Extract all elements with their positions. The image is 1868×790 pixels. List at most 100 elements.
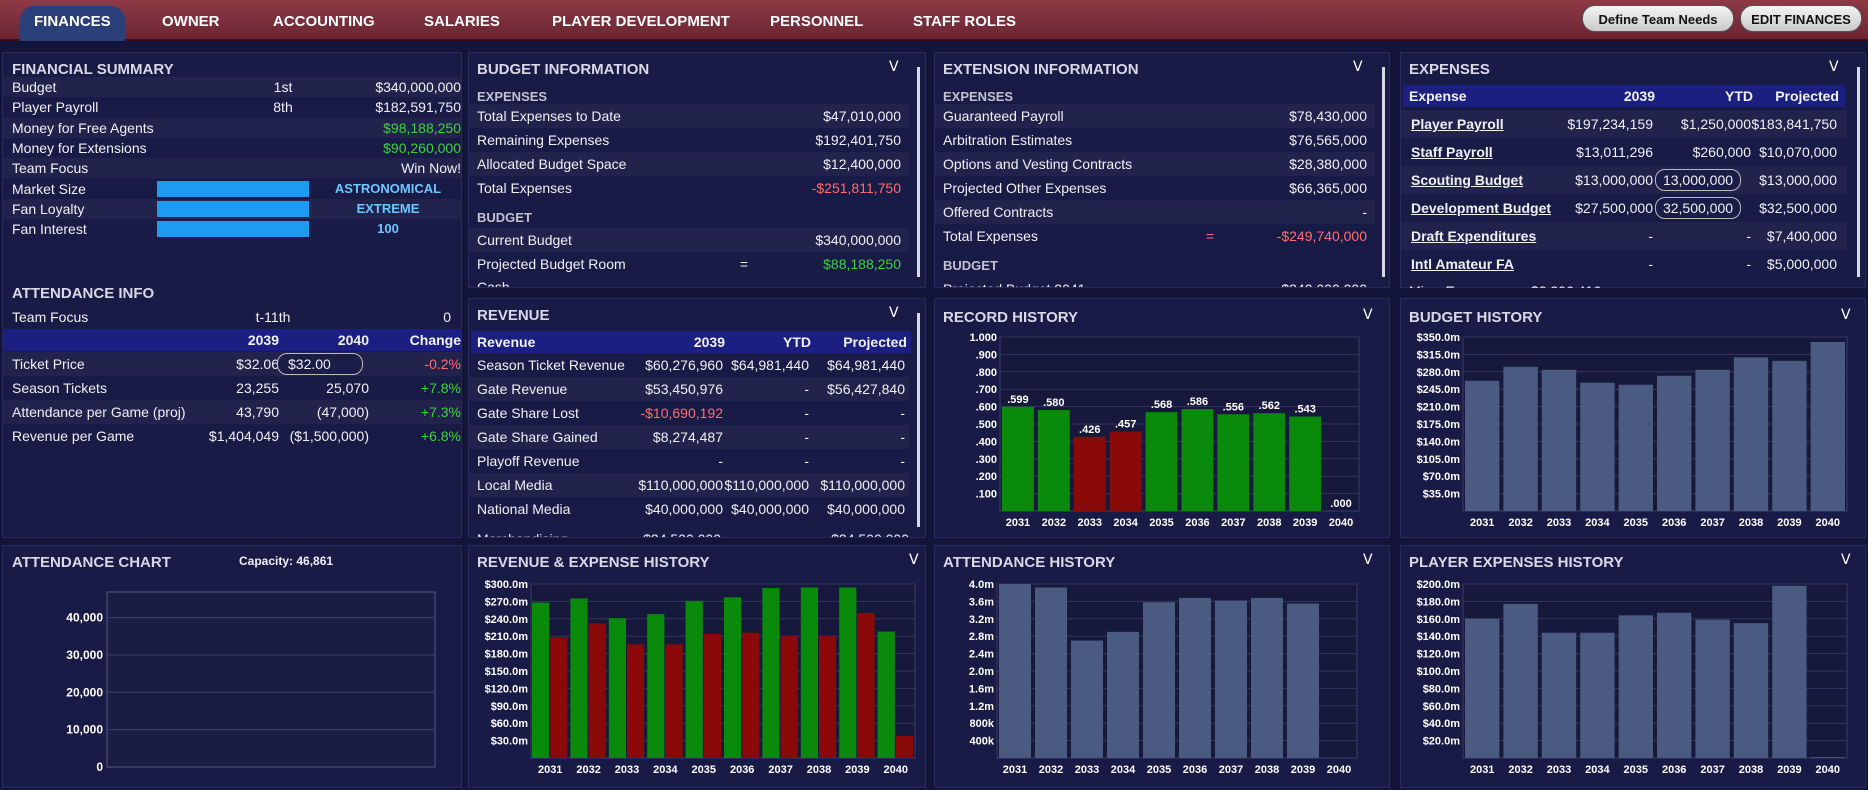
bar [1580,382,1615,511]
revenue-title: REVENUE [477,307,550,324]
tab-accounting[interactable]: ACCOUNTING [273,13,375,30]
x-tick-label: 2040 [1327,764,1351,776]
tab-staff-roles[interactable]: STAFF ROLES [913,13,1017,30]
bar [1695,619,1730,758]
x-tick-label: 2036 [1183,764,1207,776]
y-tick-label: 40,000 [66,611,103,625]
define-team-needs-button[interactable]: Define Team Needs [1582,5,1734,32]
data-label: .556 [1223,401,1244,413]
y-tick-label: $40.0m [1423,718,1461,730]
expense-link[interactable]: Staff Payroll [1411,144,1493,160]
x-tick-label: 2040 [1329,517,1353,529]
bar [1541,369,1577,511]
bar [1618,615,1653,758]
scrollbar[interactable] [917,67,920,277]
x-tick-label: 2031 [1470,764,1494,776]
meter-row: Fan Interest 100 [12,221,399,238]
budget-row: Allocated Budget Space $12,400,000 [469,152,909,176]
meter-bar [157,221,309,238]
revenue-row: National Media $40,000,000 $40,000,000 $40,… [477,501,905,517]
expense-link[interactable]: Player Payroll [1411,116,1504,132]
bar [1179,597,1211,758]
data-label: .426 [1079,424,1100,436]
budget-row: Remaining Expenses $192,401,750 [477,132,901,148]
top-nav-bar: FINANCES OWNER ACCOUNTING SALARIES PLAYE… [0,0,1868,41]
tab-personnel[interactable]: PERSONNEL [770,13,864,30]
meter-bar [157,200,309,217]
financial-summary-panel: FINANCIAL SUMMARY Budget 1st $340,000,000 P… [2,52,462,538]
bar [1109,431,1142,511]
budget-history-chart: $35.0m $70.0m $105.0m $140.0m $175.0m $210.0m… [1417,332,1848,529]
budget-history-panel: BUDGET HISTORY V $35.0m $70.0m $105.0m $140… [1400,298,1866,538]
expense-link[interactable]: Development Budget [1411,200,1552,216]
tab-owner[interactable]: OWNER [162,13,220,30]
x-tick-label: 2034 [1111,764,1136,776]
x-tick-label: 2032 [1508,764,1532,776]
bar [1145,412,1178,511]
y-tick-label: 1.2m [969,701,994,713]
player-expenses-history-title: PLAYER EXPENSES HISTORY [1409,554,1624,571]
chevron-down-icon[interactable]: V [1829,59,1839,75]
tab-player-development[interactable]: PLAYER DEVELOPMENT [552,13,730,30]
edit-finances-button[interactable]: EDIT FINANCES [1740,5,1862,32]
y-tick-label: .100 [976,489,997,501]
bar [665,644,683,758]
x-tick-label: 2038 [1739,517,1763,529]
ticket-price-input[interactable]: $32.00 [277,353,363,375]
expense-link[interactable]: Intl Amateur FA [1411,256,1514,272]
expenses-title: EXPENSES [1409,61,1490,78]
bar [532,602,550,758]
tab-finances[interactable]: FINANCES [20,6,125,41]
x-tick-label: 2037 [1700,517,1724,529]
x-tick-label: 2035 [1147,764,1171,776]
bar [1810,341,1845,511]
summary-row: Money for Extensions $90,260,000 [12,139,461,156]
budget-budget-subheader: BUDGET [477,210,532,225]
y-tick-label: 4.0m [969,579,994,591]
tab-salaries[interactable]: SALARIES [424,13,500,30]
chevron-down-icon[interactable]: V [909,552,919,568]
chevron-down-icon[interactable]: V [889,59,899,75]
chevron-down-icon[interactable]: V [1353,59,1363,75]
chevron-down-icon[interactable]: V [889,305,899,321]
x-tick-label: 2040 [1816,517,1840,529]
plot-area [106,591,436,768]
bar [1287,603,1319,758]
player-expenses-history-chart: $20.0m $40.0m $60.0m $80.0m $100.0m $120.0m $1… [1417,579,1848,776]
meter-bar [157,180,309,197]
y-tick-label: .400 [976,436,997,448]
data-label: .599 [1007,394,1028,406]
x-tick-label: 2033 [1075,764,1099,776]
scrollbar[interactable] [1857,67,1860,277]
y-tick-label: $30.0m [491,736,529,748]
chevron-down-icon[interactable]: V [1841,552,1851,568]
x-tick-label: 2038 [1257,517,1281,529]
y-tick-label: .800 [976,367,997,379]
chevron-down-icon[interactable]: V [1363,307,1373,323]
record-history-title: RECORD HISTORY [943,309,1079,326]
bar [857,613,875,758]
expense-link[interactable]: Draft Expenditures [1411,228,1537,244]
y-tick-label: $100.0m [1417,666,1461,678]
chevron-down-icon[interactable]: V [1363,552,1373,568]
bar [1217,414,1250,511]
budget-input[interactable]: 13,000,000 [1655,169,1741,191]
scrollbar[interactable] [1382,67,1385,277]
budget-input[interactable]: 32,500,000 [1655,197,1741,219]
bar [999,584,1031,758]
revenue-cut-row: Merchandising $24,500,000 $24,500,000 [469,527,909,537]
bar [1289,416,1322,511]
record-history-chart: .100 .200 .300 .400 .500 .600 .700 .800 .900 1.00… [969,332,1360,529]
scrollbar[interactable] [917,313,920,527]
chevron-down-icon[interactable]: V [1841,307,1851,323]
budget-expenses-subheader: EXPENSES [477,89,548,104]
y-tick-label: 3.6m [969,596,994,608]
revenue-row: Gate Share Gained $8,274,487- - [469,425,909,449]
revenue-row: Season Ticket Revenue $60,276,960 $64,981,… [477,357,905,373]
x-tick-label: 2037 [1221,517,1245,529]
revenue-header-row: Revenue 2039 YTD Projected [471,331,911,353]
y-tick-label: $200.0m [1417,579,1461,591]
expense-link[interactable]: Scouting Budget [1411,172,1523,188]
attendance-info-title: ATTENDANCE INFO [12,285,155,302]
bar [627,644,645,758]
